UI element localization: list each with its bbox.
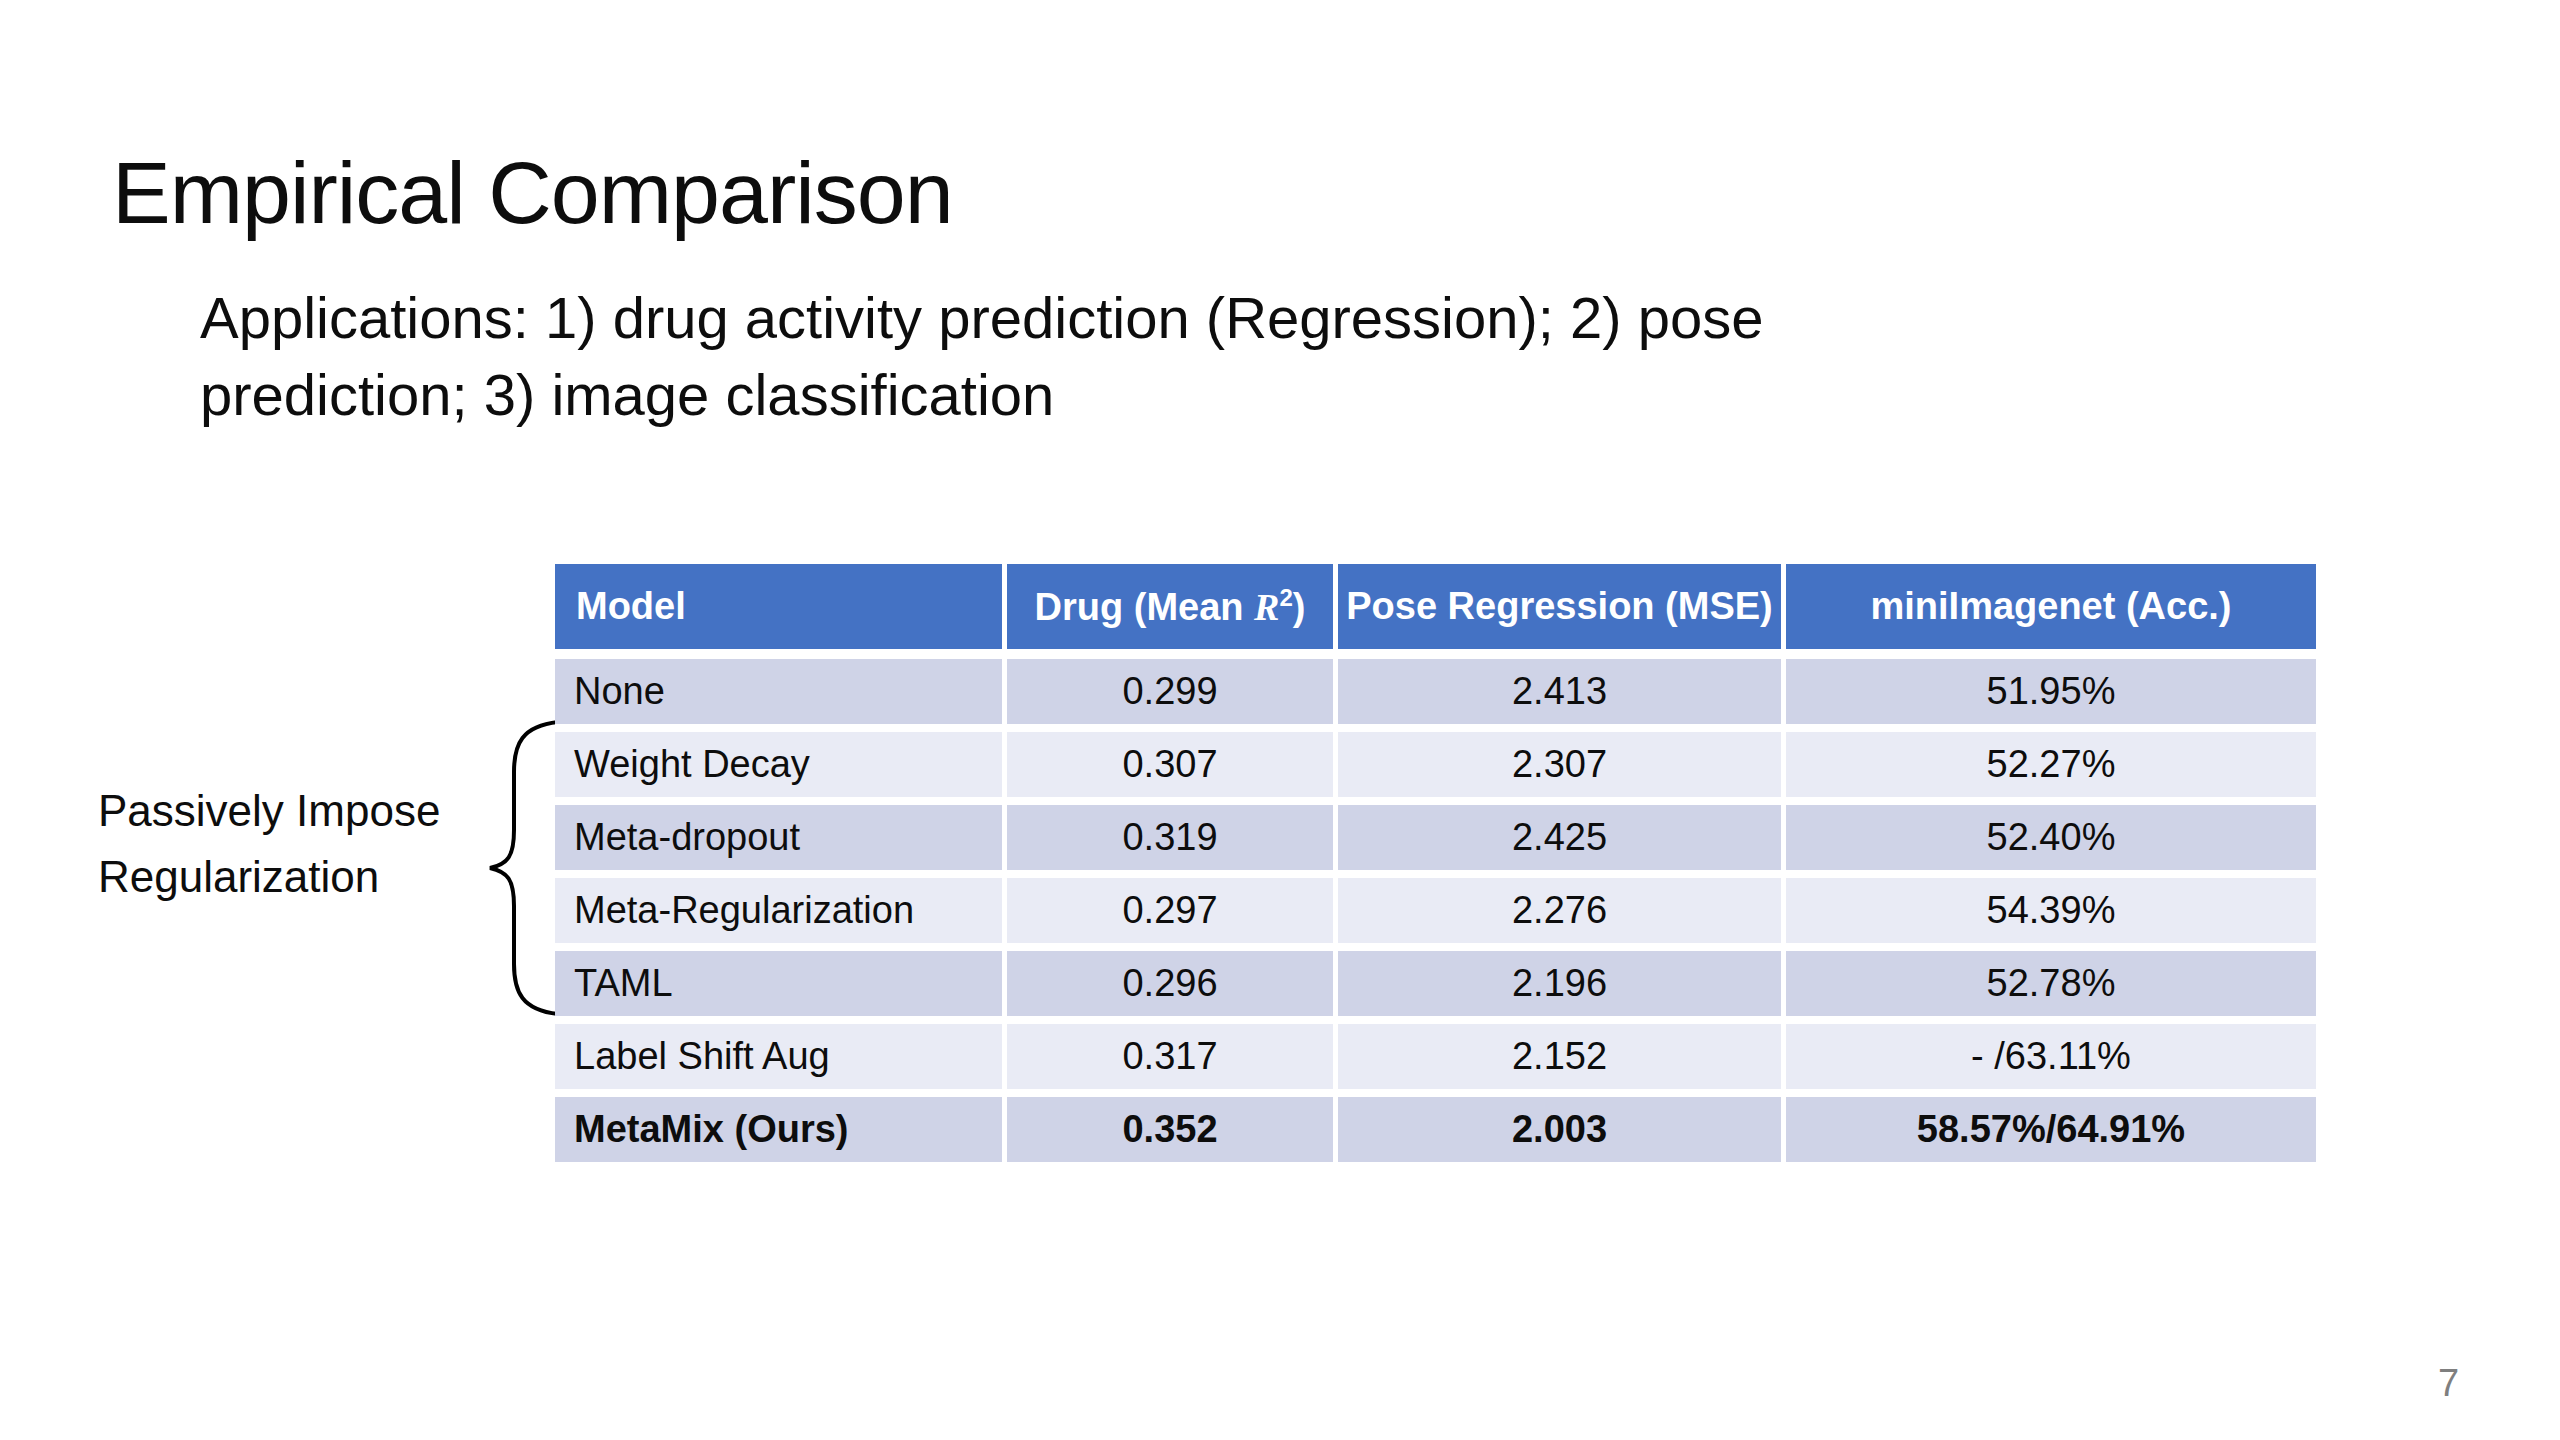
body-text: Applications: 1) drug activity predictio… bbox=[200, 280, 1764, 433]
column-header-pose: Pose Regression (MSE) bbox=[1338, 564, 1786, 659]
cell-model: MetaMix (Ours) bbox=[555, 1097, 1007, 1162]
results-table: Model Drug (Mean R2) Pose Regression (MS… bbox=[555, 564, 2316, 1162]
cell-drug: 0.317 bbox=[1007, 1024, 1338, 1097]
column-header-miniimagenet: miniImagenet (Acc.) bbox=[1786, 564, 2316, 659]
body-text-line: prediction; 3) image classification bbox=[200, 357, 1764, 434]
table-row-highlighted: MetaMix (Ours) 0.352 2.003 58.57%/64.91% bbox=[555, 1097, 2316, 1162]
cell-miniimagenet: 52.40% bbox=[1786, 805, 2316, 878]
cell-miniimagenet: 52.27% bbox=[1786, 732, 2316, 805]
cell-pose: 2.196 bbox=[1338, 951, 1786, 1024]
cell-pose: 2.425 bbox=[1338, 805, 1786, 878]
table-row: Weight Decay 0.307 2.307 52.27% bbox=[555, 732, 2316, 805]
results-table-container: Model Drug (Mean R2) Pose Regression (MS… bbox=[555, 564, 2316, 1162]
table-row: TAML 0.296 2.196 52.78% bbox=[555, 951, 2316, 1024]
cell-drug: 0.299 bbox=[1007, 659, 1338, 732]
cell-miniimagenet: 51.95% bbox=[1786, 659, 2316, 732]
cell-model: Meta-dropout bbox=[555, 805, 1007, 878]
cell-drug: 0.296 bbox=[1007, 951, 1338, 1024]
cell-pose: 2.276 bbox=[1338, 878, 1786, 951]
column-header-drug-suffix: ) bbox=[1293, 586, 1306, 628]
table-row: Meta-dropout 0.319 2.425 52.40% bbox=[555, 805, 2316, 878]
annotation-label: Passively Impose Regularization bbox=[98, 778, 440, 910]
table-row: Label Shift Aug 0.317 2.152 - /63.11% bbox=[555, 1024, 2316, 1097]
cell-drug: 0.297 bbox=[1007, 878, 1338, 951]
cell-model: Meta-Regularization bbox=[555, 878, 1007, 951]
table-header-row: Model Drug (Mean R2) Pose Regression (MS… bbox=[555, 564, 2316, 659]
r-symbol: R bbox=[1254, 586, 1279, 628]
cell-model: TAML bbox=[555, 951, 1007, 1024]
cell-miniimagenet: - /63.11% bbox=[1786, 1024, 2316, 1097]
annotation-line: Passively Impose bbox=[98, 778, 440, 844]
r-superscript: 2 bbox=[1279, 584, 1292, 611]
cell-model: Label Shift Aug bbox=[555, 1024, 1007, 1097]
cell-pose: 2.413 bbox=[1338, 659, 1786, 732]
cell-model: None bbox=[555, 659, 1007, 732]
annotation-line: Regularization bbox=[98, 844, 440, 910]
body-text-line: Applications: 1) drug activity predictio… bbox=[200, 280, 1764, 357]
column-header-drug-prefix: Drug (Mean bbox=[1035, 586, 1255, 628]
column-header-drug: Drug (Mean R2) bbox=[1007, 564, 1338, 659]
column-header-model: Model bbox=[555, 564, 1007, 659]
cell-drug: 0.319 bbox=[1007, 805, 1338, 878]
cell-miniimagenet: 58.57%/64.91% bbox=[1786, 1097, 2316, 1162]
cell-miniimagenet: 52.78% bbox=[1786, 951, 2316, 1024]
table-row: None 0.299 2.413 51.95% bbox=[555, 659, 2316, 732]
cell-pose: 2.152 bbox=[1338, 1024, 1786, 1097]
table-row: Meta-Regularization 0.297 2.276 54.39% bbox=[555, 878, 2316, 951]
cell-model: Weight Decay bbox=[555, 732, 1007, 805]
cell-drug: 0.352 bbox=[1007, 1097, 1338, 1162]
cell-drug: 0.307 bbox=[1007, 732, 1338, 805]
cell-miniimagenet: 54.39% bbox=[1786, 878, 2316, 951]
cell-pose: 2.307 bbox=[1338, 732, 1786, 805]
cell-pose: 2.003 bbox=[1338, 1097, 1786, 1162]
page-number: 7 bbox=[2438, 1362, 2459, 1405]
slide-title: Empirical Comparison bbox=[112, 145, 953, 242]
slide: { "slide": { "title": "Empirical Compari… bbox=[0, 0, 2560, 1440]
